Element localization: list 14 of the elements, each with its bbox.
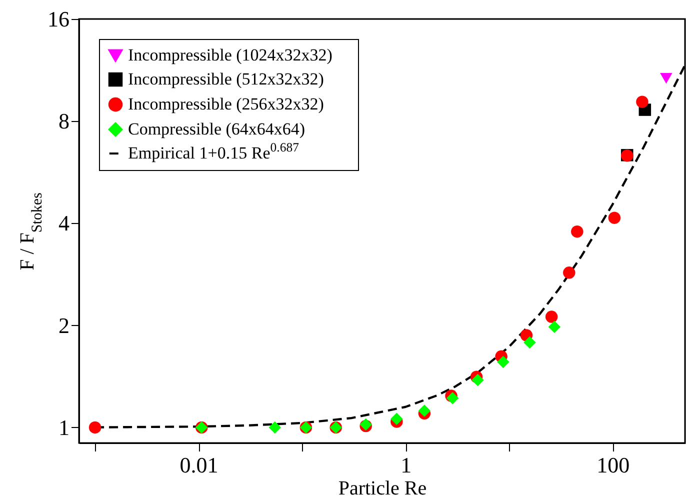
legend-label: Incompressible (1024x32x32) [128, 46, 332, 64]
legend-label: Incompressible (512x32x32) [128, 70, 324, 88]
y-tick-label: 8 [58, 108, 70, 134]
y-tick-label: 16 [48, 6, 70, 32]
y-tick-label: 1 [58, 414, 70, 440]
y-tick-label: 4 [58, 210, 70, 236]
legend-label: Empirical 1+0.15 Re$^{0.687}$ [128, 140, 299, 162]
y-tick-label: 2 [58, 312, 70, 338]
legend-label: Compressible (64x64x64) [128, 120, 306, 138]
x-tick-label: 0.01 [180, 452, 218, 478]
x-axis-title: Particle Re [338, 478, 427, 496]
legend-label: Incompressible (256x32x32) [128, 94, 324, 114]
x-tick-label: 1 [400, 452, 412, 478]
x-tick-label: 100 [596, 452, 630, 478]
